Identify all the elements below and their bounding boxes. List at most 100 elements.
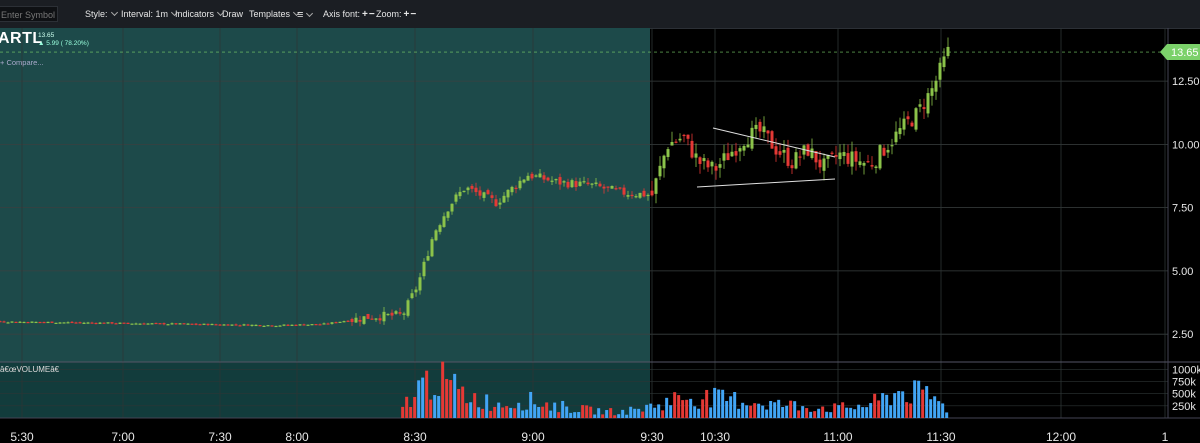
- volume-bar: [893, 393, 897, 418]
- candle: [770, 131, 774, 149]
- toolbar: Enter Symbol Style: Interval: 1m Indicat…: [0, 0, 1200, 29]
- volume-bar: [729, 396, 733, 418]
- candle: [70, 321, 74, 324]
- candle: [814, 151, 818, 163]
- volume-bar: [409, 407, 413, 418]
- candle: [622, 187, 626, 195]
- candle: [490, 195, 494, 198]
- volume-bar: [465, 403, 469, 418]
- templates-label: Templates: [249, 9, 291, 19]
- volume-bar: [621, 409, 625, 418]
- candle: [890, 145, 894, 147]
- volume-bar: [921, 389, 925, 418]
- candle: [762, 126, 766, 133]
- zoom-plus-minus[interactable]: +−: [403, 9, 418, 20]
- candle: [698, 157, 702, 164]
- candle: [418, 277, 422, 291]
- candle: [834, 155, 838, 157]
- candle: [682, 134, 686, 137]
- candle: [850, 151, 854, 167]
- volume-bar: [845, 407, 849, 418]
- candle: [26, 321, 30, 324]
- candle: [774, 146, 778, 155]
- candle: [854, 151, 858, 162]
- candle: [322, 323, 326, 325]
- candle: [170, 323, 174, 325]
- templates-menu[interactable]: Templates: [249, 8, 301, 19]
- chevron-down-icon: [306, 9, 314, 18]
- candle: [186, 323, 190, 325]
- candle: [910, 122, 914, 127]
- candle: [630, 194, 634, 197]
- candle: [282, 324, 286, 326]
- volume-bar: [853, 409, 857, 418]
- symbol-input[interactable]: Enter Symbol: [0, 6, 58, 22]
- trendline-lower: [696, 178, 836, 188]
- candle: [126, 322, 130, 325]
- volume-bar: [473, 393, 477, 418]
- candle: [922, 107, 926, 110]
- draw-button[interactable]: Draw: [222, 9, 244, 19]
- candle: [510, 186, 514, 193]
- candle: [294, 324, 298, 326]
- candle: [310, 324, 314, 326]
- axis-font-plus-minus[interactable]: +−: [362, 9, 376, 20]
- candle: [906, 116, 910, 120]
- candle: [134, 323, 138, 325]
- candle: [342, 321, 346, 323]
- candle: [462, 190, 466, 193]
- axis-font-control[interactable]: Axis font: +−: [323, 9, 376, 20]
- volume-bar: [897, 391, 901, 418]
- volume-bar: [445, 378, 449, 418]
- candle: [778, 151, 782, 155]
- price-change: ▲ 5.99 ( 78.20%): [38, 40, 89, 47]
- candle: [466, 187, 470, 191]
- candle: [470, 185, 474, 189]
- volume-bar: [509, 407, 513, 418]
- volume-bar: [937, 401, 941, 418]
- volume-bar: [697, 408, 701, 418]
- candle: [866, 161, 870, 163]
- candle: [190, 323, 194, 325]
- candle: [66, 322, 70, 324]
- x-tick-label: 5:30: [10, 430, 34, 443]
- x-tick-label: 10:30: [700, 430, 730, 443]
- candle: [14, 321, 18, 324]
- volume-bar: [585, 405, 589, 418]
- candle: [442, 216, 446, 227]
- candle: [650, 190, 654, 196]
- volume-bar: [469, 402, 473, 418]
- volume-bar: [713, 387, 717, 418]
- settings-menu[interactable]: ≡: [297, 9, 314, 21]
- style-menu[interactable]: Style:: [85, 8, 118, 19]
- candle: [822, 158, 826, 171]
- candle: [386, 313, 390, 316]
- candle: [478, 190, 482, 196]
- volume-bar: [649, 403, 653, 418]
- candle: [446, 211, 450, 218]
- indicators-menu[interactable]: Indicators: [175, 8, 225, 19]
- volume-tick-label: 1000k: [1172, 364, 1200, 376]
- volume-bar: [849, 407, 853, 418]
- volume-bar: [421, 377, 425, 418]
- candle: [686, 134, 690, 139]
- zoom-control[interactable]: Zoom: +−: [376, 9, 417, 20]
- volume-bar: [529, 391, 533, 418]
- y-tick-label: 2.50: [1172, 329, 1193, 341]
- candle: [54, 322, 58, 324]
- volume-bar: [817, 408, 821, 418]
- candle: [758, 121, 762, 132]
- candle: [782, 149, 786, 153]
- volume-bar: [609, 408, 613, 418]
- candle: [250, 324, 254, 326]
- candle: [754, 124, 758, 130]
- candle: [458, 191, 462, 197]
- interval-menu[interactable]: Interval: 1m: [121, 8, 179, 19]
- compare-button[interactable]: + Compare...: [0, 58, 44, 67]
- candle: [314, 324, 318, 326]
- candle: [398, 312, 402, 314]
- volume-bar: [425, 370, 429, 418]
- volume-bar: [809, 411, 813, 418]
- volume-bar: [617, 414, 621, 418]
